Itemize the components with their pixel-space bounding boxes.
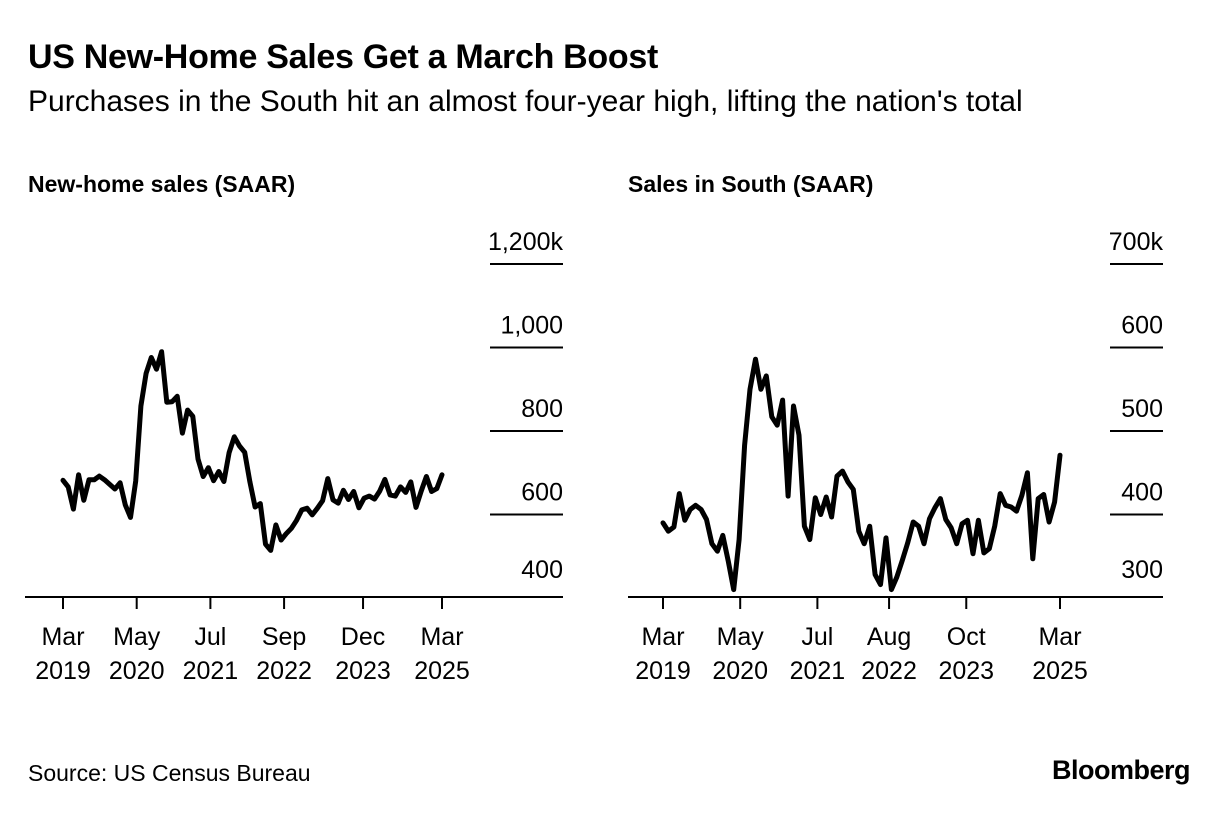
x-tick-label: Dec	[341, 623, 385, 651]
x-tick-label-year: 2022	[861, 657, 917, 685]
y-tick-label: 300	[1121, 556, 1163, 584]
y-tick-label: 600	[521, 479, 563, 507]
y-tick-label: 800	[521, 395, 563, 423]
chart-panel-south-sales: Sales in South (SAAR) 300 400 500 600 700k Mar…	[615, 168, 1230, 708]
x-tick-label: Mar	[641, 623, 684, 651]
y-tick-label: 1,200k	[488, 228, 564, 256]
x-tick-label-year: 2019	[635, 657, 691, 685]
y-tick-label: 400	[521, 556, 563, 584]
x-tick-label: Mar	[420, 623, 463, 651]
y-tick-label: 600	[1121, 312, 1163, 340]
series-line-new-home-sales	[60, 349, 445, 553]
x-tick-label: Aug	[867, 623, 911, 651]
panel-title-south-sales: Sales in South (SAAR)	[628, 171, 873, 197]
series-line-south-sales	[660, 356, 1063, 593]
chart-svg-south-sales: Sales in South (SAAR) 300 400 500 600 700k Mar…	[628, 171, 1164, 685]
y-tick-label: 1,000	[500, 312, 563, 340]
y-tick-label: 400	[1121, 479, 1163, 507]
bloomberg-logo: Bloomberg	[1051, 755, 1191, 785]
chart-title: US New-Home Sales Get a March Boost	[28, 38, 659, 76]
x-tick-label: May	[717, 623, 765, 651]
x-tick-label-year: 2020	[712, 657, 768, 685]
panel-title-new-home-sales: New-home sales (SAAR)	[28, 171, 295, 197]
x-tick-label-year: 2023	[335, 657, 391, 685]
x-tick-label: Jul	[801, 623, 833, 651]
x-tick-label: Sep	[262, 623, 306, 651]
x-tick-label-year: 2025	[1032, 657, 1088, 685]
source-note: Source: US Census Bureau	[28, 760, 311, 786]
chart-svg-new-home-sales: New-home sales (SAAR) 400 600 800 1,000 1,200…	[25, 171, 564, 685]
x-tick-label-year: 2020	[109, 657, 165, 685]
x-tick-label: May	[113, 623, 161, 651]
x-tick-label: Oct	[947, 623, 986, 651]
x-tick-label-year: 2021	[790, 657, 846, 685]
x-tick-label-year: 2019	[35, 657, 91, 685]
y-tick-label: 700k	[1109, 228, 1164, 256]
x-tick-label-year: 2022	[256, 657, 312, 685]
x-tick-label: Mar	[1038, 623, 1081, 651]
x-tick-label: Mar	[41, 623, 84, 651]
chart-panel-new-home-sales: New-home sales (SAAR) 400 600 800 1,000 1,200…	[0, 168, 615, 708]
x-tick-label-year: 2021	[183, 657, 239, 685]
x-tick-label: Jul	[194, 623, 226, 651]
y-tick-label: 500	[1121, 395, 1163, 423]
x-tick-label-year: 2025	[414, 657, 470, 685]
x-tick-label-year: 2023	[938, 657, 994, 685]
chart-subtitle: Purchases in the South hit an almost fou…	[28, 85, 1023, 118]
